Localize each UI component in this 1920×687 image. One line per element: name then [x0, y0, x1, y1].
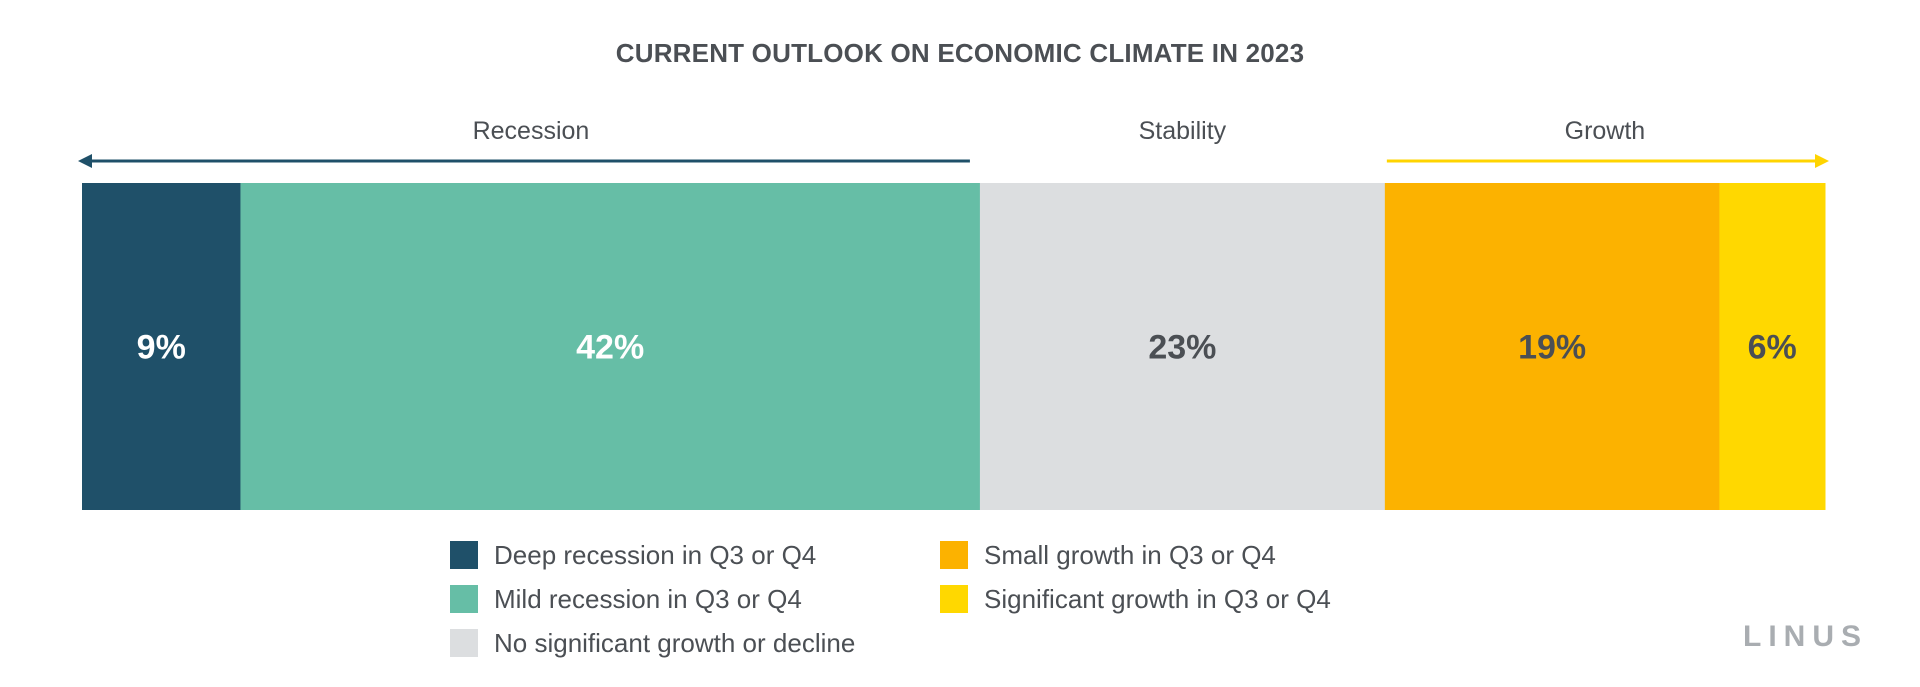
bar-segment-3 [1384, 183, 1720, 510]
legend-item-significant-growth: Significant growth in Q3 or Q4 [940, 584, 1331, 614]
legend-swatch [450, 541, 478, 569]
legend-swatch [940, 541, 968, 569]
legend-label: Mild recession in Q3 or Q4 [494, 583, 802, 614]
legend-label: No significant growth or decline [494, 627, 856, 658]
group-arrow-head-0 [78, 154, 92, 168]
group-label-recession: Recession [472, 117, 590, 145]
group-arrow-head-2 [1815, 154, 1829, 168]
group-label-stability: Stability [1138, 117, 1227, 145]
legend-label: Small growth in Q3 or Q4 [984, 539, 1276, 570]
data-label-1: 42% [576, 329, 644, 367]
data-label-4: 6% [1748, 329, 1797, 367]
data-label-0: 9% [137, 329, 186, 367]
group-label-growth: Growth [1564, 117, 1646, 145]
legend-item-no-significant-change: No significant growth or decline [450, 628, 855, 658]
bar-segment-1 [240, 183, 981, 510]
legend-swatch [450, 629, 478, 657]
bar-segment-0 [82, 183, 241, 510]
legend-label: Significant growth in Q3 or Q4 [984, 583, 1331, 614]
data-label-2: 23% [1148, 329, 1216, 367]
legend-item-mild-recession: Mild recession in Q3 or Q4 [450, 584, 802, 614]
legend-item-small-growth: Small growth in Q3 or Q4 [940, 540, 1276, 570]
legend-item-deep-recession: Deep recession in Q3 or Q4 [450, 540, 816, 570]
brand-logo: LINUS [1743, 620, 1868, 653]
chart-title: CURRENT OUTLOOK ON ECONOMIC CLIMATE IN 2… [615, 38, 1305, 68]
legend-swatch [450, 585, 478, 613]
legend-label: Deep recession in Q3 or Q4 [494, 539, 817, 570]
bar-segment-2 [979, 183, 1386, 510]
bar-segment-4 [1719, 183, 1826, 510]
legend-swatch [940, 585, 968, 613]
data-label-3: 19% [1518, 329, 1586, 367]
